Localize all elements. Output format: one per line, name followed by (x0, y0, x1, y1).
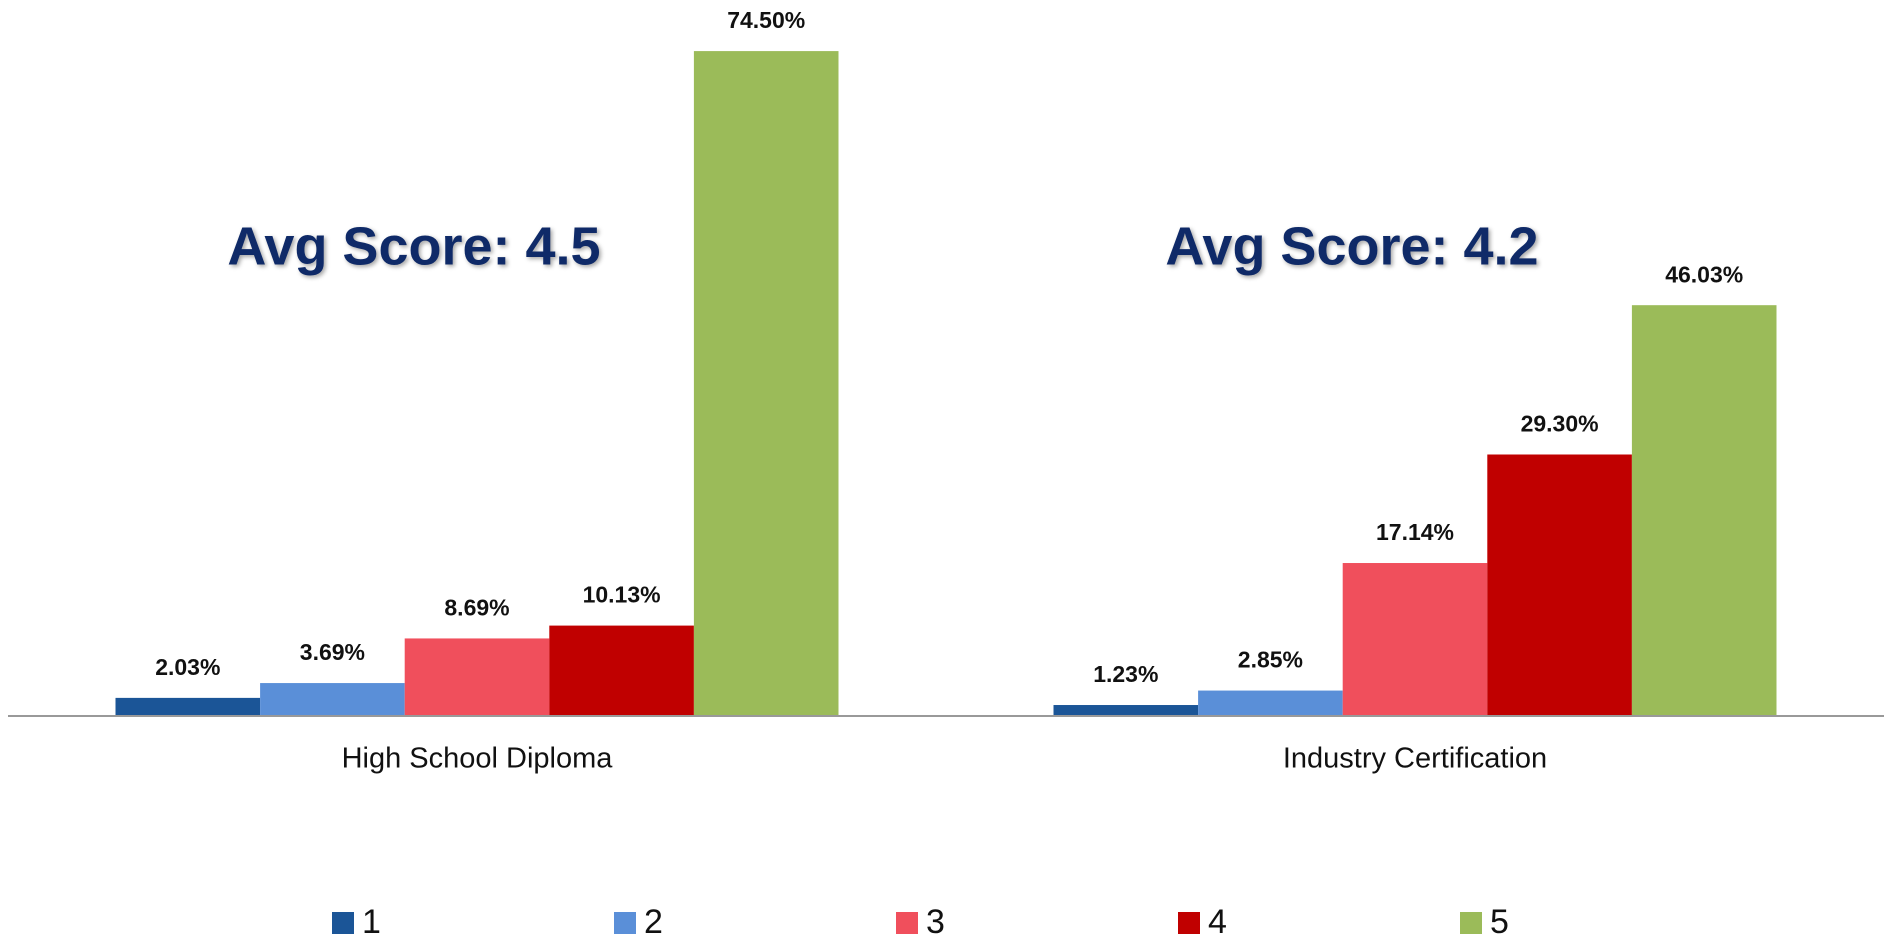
data-label: 46.03% (1665, 261, 1743, 287)
data-label: 74.50% (727, 7, 805, 33)
bar (1631, 305, 1777, 716)
annotation: Avg Score: 4.5 (227, 216, 600, 276)
legend-swatch (1460, 912, 1482, 934)
x-tick-label: Industry Certification (1283, 743, 1547, 775)
data-label: 17.14% (1376, 519, 1454, 545)
data-label: 1.23% (1093, 661, 1158, 687)
data-label: 29.30% (1521, 411, 1599, 437)
bar (549, 625, 694, 716)
legend-label: 3 (926, 903, 945, 940)
bar (693, 51, 839, 716)
legend-swatch (1178, 912, 1200, 934)
data-label: 2.03% (155, 654, 220, 680)
legend-swatch (896, 912, 918, 934)
data-label: 2.85% (1238, 647, 1303, 673)
legend-label: 2 (644, 903, 663, 940)
bar (260, 683, 405, 716)
bar (1487, 454, 1632, 716)
legend-label: 1 (362, 903, 381, 940)
data-label: 10.13% (583, 582, 661, 608)
data-label: 3.69% (300, 639, 365, 665)
data-label: 8.69% (444, 595, 509, 621)
bar (115, 697, 261, 716)
bar (1342, 563, 1488, 716)
legend-swatch (614, 912, 636, 934)
annotation: Avg Score: 4.2 (1165, 216, 1538, 276)
bar (1198, 690, 1343, 716)
bar (1053, 705, 1199, 716)
x-tick-label: High School Diploma (342, 743, 614, 775)
bar (404, 638, 550, 716)
legend-label: 4 (1208, 903, 1227, 940)
legend-label: 5 (1490, 903, 1509, 940)
legend-swatch (332, 912, 354, 934)
